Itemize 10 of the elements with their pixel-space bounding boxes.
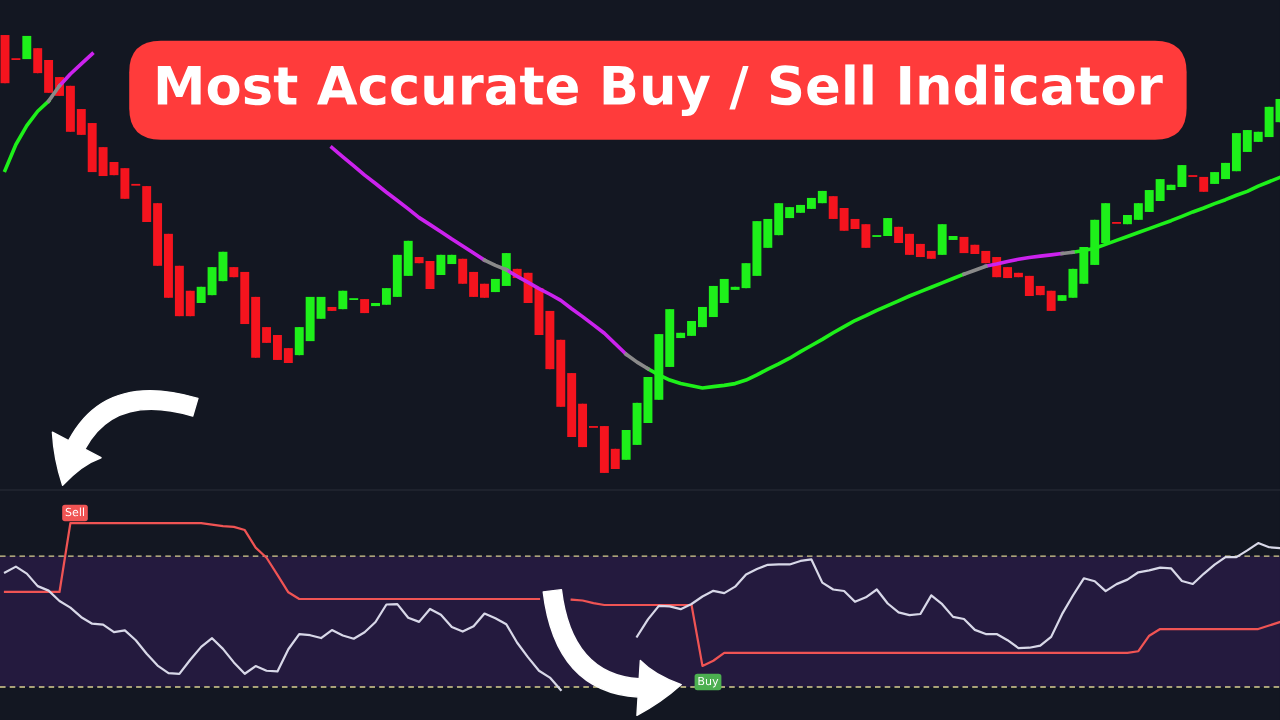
- candlestick: [861, 223, 871, 249]
- candlestick: [1144, 189, 1154, 213]
- candlestick: [1177, 164, 1187, 188]
- annotation: Buy: [698, 676, 719, 688]
- text: Most Accurate Buy / Sell Indicator: [157, 64, 1163, 116]
- candlestick: [839, 207, 849, 232]
- candlestick: [828, 195, 838, 220]
- candlestick: [1155, 178, 1165, 202]
- candlestick: [1242, 129, 1252, 153]
- text: Sell: [65, 507, 84, 517]
